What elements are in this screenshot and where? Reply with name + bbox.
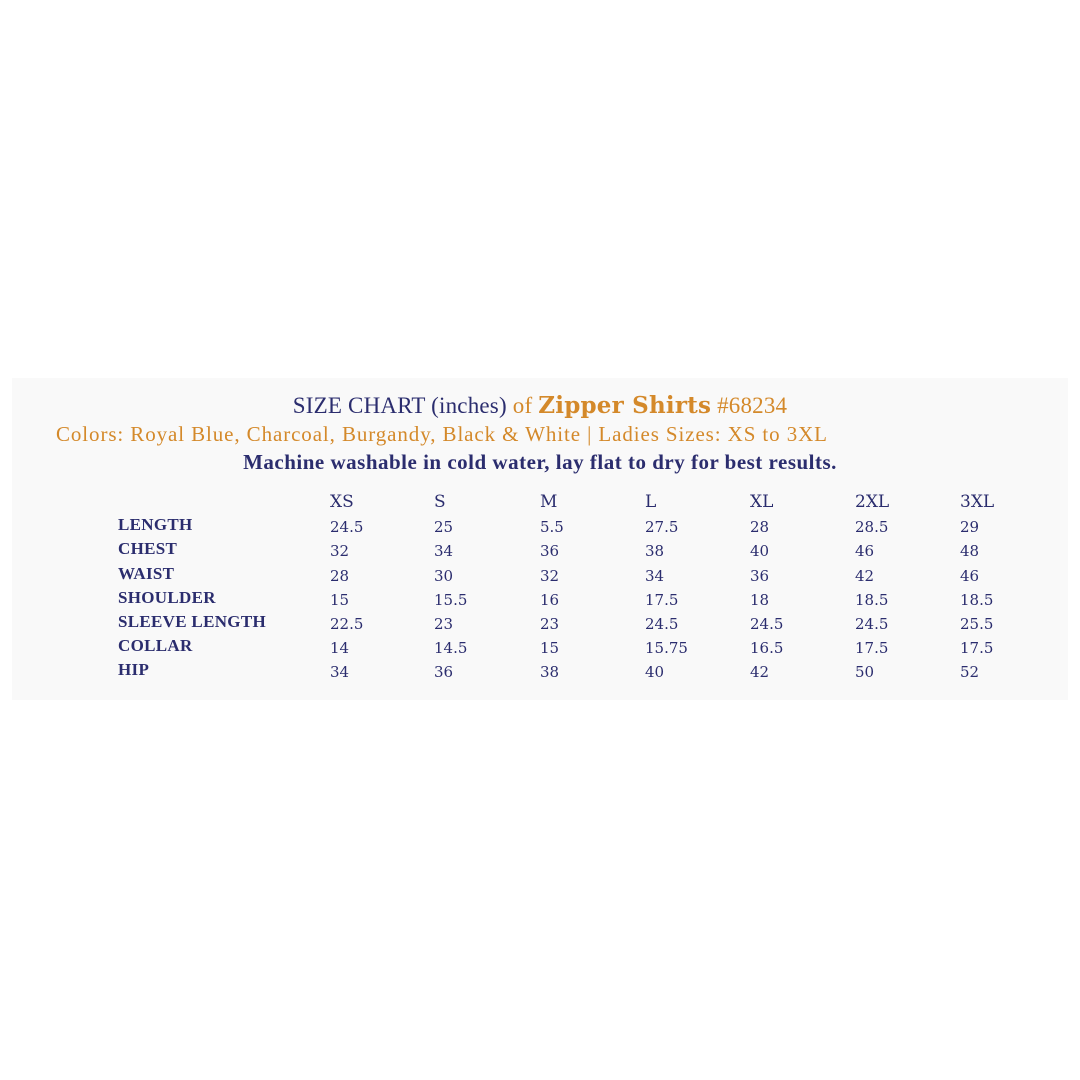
title-of: of — [512, 393, 533, 418]
table-cell: 30 — [434, 566, 454, 585]
table-cell: 17.5 — [960, 639, 994, 658]
row-label: WAIST — [118, 563, 175, 583]
column-header: S — [434, 492, 446, 512]
column-header: XS — [330, 492, 354, 512]
row-label: SLEEVE LENGTH — [118, 612, 266, 631]
table-cell: 28 — [330, 566, 350, 585]
table-cell: 24.5 — [645, 615, 679, 633]
table-cell: 50 — [855, 663, 875, 682]
table-cell: 32 — [540, 566, 560, 585]
table-cell: 18.5 — [855, 590, 889, 609]
table-cell: 16 — [540, 590, 560, 609]
size-chart-title: SIZE CHART (inches) of Zipper Shirts #68… — [0, 392, 1080, 419]
size-chart-panel — [12, 378, 1068, 700]
row-label: HIP — [118, 660, 150, 680]
row-label: COLLAR — [118, 636, 193, 656]
table-cell: 52 — [960, 663, 980, 682]
row-label: LENGTH — [118, 515, 193, 535]
care-instructions: Machine washable in cold water, lay flat… — [243, 450, 837, 474]
column-header: M — [540, 492, 558, 512]
table-cell: 42 — [855, 566, 875, 585]
table-cell: 15 — [540, 639, 560, 658]
table-cell: 5.5 — [540, 518, 564, 537]
table-cell: 17.5 — [855, 639, 889, 658]
table-cell: 17.5 — [645, 590, 679, 609]
table-cell: 29 — [960, 518, 980, 537]
table-cell: 15 — [330, 590, 350, 609]
table-cell: 16.5 — [750, 639, 784, 658]
column-header: XL — [750, 492, 774, 512]
table-cell: 46 — [960, 566, 980, 585]
table-cell: 18.5 — [960, 590, 994, 609]
table-cell: 34 — [330, 663, 350, 682]
table-cell: 38 — [645, 542, 665, 561]
product-name: Zipper Shirts — [538, 392, 712, 419]
column-header: 2XL — [855, 492, 890, 512]
row-label: CHEST — [118, 539, 178, 559]
table-cell: 23 — [540, 615, 560, 633]
table-cell: 38 — [540, 663, 560, 682]
table-cell: 40 — [645, 663, 665, 682]
table-cell: 32 — [330, 542, 350, 561]
table-cell: 23 — [434, 615, 454, 633]
table-cell: 28.5 — [855, 518, 889, 537]
table-cell: 25 — [434, 518, 454, 537]
table-cell: 24.5 — [855, 615, 889, 633]
table-cell: 42 — [750, 663, 770, 682]
product-number: #68234 — [717, 393, 788, 418]
table-cell: 18 — [750, 590, 770, 609]
table-cell: 15.75 — [645, 639, 688, 658]
table-cell: 14 — [330, 639, 350, 658]
table-cell: 27.5 — [645, 518, 679, 537]
row-label: SHOULDER — [118, 587, 216, 607]
table-cell: 15.5 — [434, 590, 468, 609]
title-prefix: SIZE CHART (inches) — [292, 393, 507, 418]
table-cell: 28 — [750, 518, 770, 537]
table-cell: 40 — [750, 542, 770, 561]
table-cell: 34 — [434, 542, 454, 561]
table-cell: 36 — [434, 663, 454, 682]
table-cell: 34 — [645, 566, 665, 585]
table-cell: 24.5 — [750, 615, 784, 633]
colors-and-sizes-line: Colors: Royal Blue, Charcoal, Burgandy, … — [56, 422, 828, 446]
table-cell: 48 — [960, 542, 980, 561]
table-cell: 25.5 — [960, 615, 994, 633]
column-header: L — [645, 492, 657, 512]
table-cell: 22.5 — [330, 615, 364, 633]
table-cell: 14.5 — [434, 639, 468, 658]
table-cell: 36 — [750, 566, 770, 585]
table-cell: 36 — [540, 542, 560, 561]
table-cell: 24.5 — [330, 518, 364, 537]
column-header: 3XL — [960, 492, 995, 512]
table-cell: 46 — [855, 542, 875, 561]
